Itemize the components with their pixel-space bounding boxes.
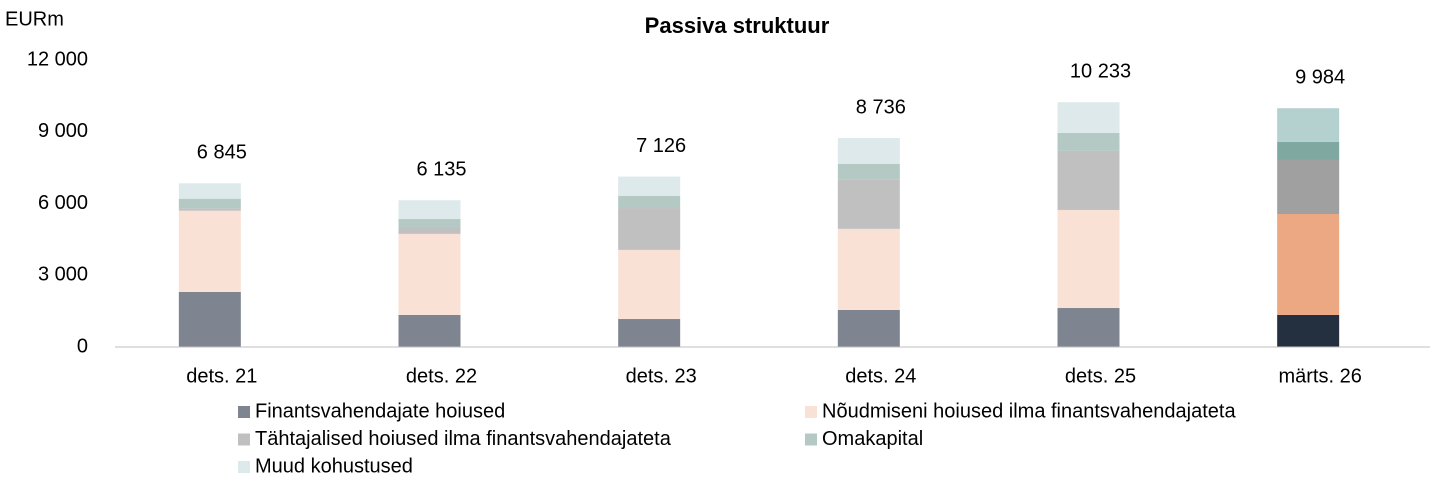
legend-swatch bbox=[805, 406, 817, 418]
bar-segment bbox=[837, 228, 900, 310]
y-tick-label: 12 000 bbox=[27, 48, 88, 70]
y-tick-label: 9 000 bbox=[38, 120, 88, 142]
bar-segment bbox=[398, 233, 461, 315]
bar-segment bbox=[1057, 209, 1120, 309]
bar-segment bbox=[1277, 141, 1340, 160]
legend-swatch bbox=[238, 406, 250, 418]
bar-segment bbox=[1277, 314, 1340, 347]
total-label: 9 984 bbox=[1295, 66, 1345, 88]
legend-swatch bbox=[238, 461, 250, 473]
total-label: 8 736 bbox=[856, 96, 906, 118]
total-label: 7 126 bbox=[636, 135, 686, 157]
legend-swatch bbox=[238, 433, 250, 446]
bar-segment bbox=[398, 219, 461, 227]
x-tick-label: dets. 24 bbox=[845, 365, 916, 387]
bar-segment bbox=[618, 195, 681, 209]
legend-swatch bbox=[805, 433, 817, 446]
legend-label: Tähtajalised hoiused ilma finantsvahenda… bbox=[255, 428, 672, 450]
bar-segment bbox=[837, 138, 900, 164]
chart-title: Passiva struktuur bbox=[645, 13, 830, 38]
bar-segment bbox=[398, 314, 461, 347]
bar-segment bbox=[1057, 150, 1120, 210]
y-tick-label: 6 000 bbox=[38, 192, 88, 214]
bar-segment bbox=[178, 198, 241, 209]
bar-segment bbox=[837, 309, 900, 347]
bar-segment bbox=[178, 183, 241, 199]
bar-segment bbox=[1277, 214, 1340, 315]
bar-segment bbox=[178, 210, 241, 292]
total-label: 6 845 bbox=[197, 142, 247, 164]
bar-segment bbox=[837, 179, 900, 229]
x-tick-label: dets. 21 bbox=[186, 365, 257, 387]
x-tick-label: dets. 22 bbox=[406, 365, 477, 387]
x-tick-label: dets. 23 bbox=[626, 365, 697, 387]
legend-label: Nõudmiseni hoiused ilma finantsvahendaja… bbox=[822, 400, 1236, 422]
y-axis-label: EURm bbox=[5, 8, 64, 30]
total-label: 10 233 bbox=[1070, 61, 1131, 83]
y-tick-label: 3 000 bbox=[38, 264, 88, 286]
legend-label: Muud kohustused bbox=[255, 455, 413, 477]
bar-segment bbox=[618, 176, 681, 196]
total-label: 6 135 bbox=[416, 159, 466, 181]
bar-segment bbox=[1057, 308, 1120, 347]
bar-segment bbox=[618, 208, 681, 250]
bar-segment bbox=[1277, 108, 1340, 142]
y-tick-label: 0 bbox=[77, 335, 88, 357]
bar-segment bbox=[398, 226, 461, 234]
bar-segment bbox=[618, 249, 681, 320]
bar-segment bbox=[837, 163, 900, 180]
bar-segment bbox=[398, 200, 461, 220]
bar-segment bbox=[1277, 159, 1340, 215]
x-tick-label: märts. 26 bbox=[1278, 365, 1361, 387]
legend-label: Finantsvahendajate hoiused bbox=[255, 400, 505, 422]
x-tick-label: dets. 25 bbox=[1065, 365, 1136, 387]
legend-label: Omakapital bbox=[822, 428, 923, 450]
bar-segment bbox=[618, 319, 681, 347]
bar-segment bbox=[178, 291, 241, 347]
bar-segment bbox=[1057, 132, 1120, 151]
bar-segment bbox=[1057, 102, 1120, 133]
bar-segment bbox=[178, 208, 241, 211]
